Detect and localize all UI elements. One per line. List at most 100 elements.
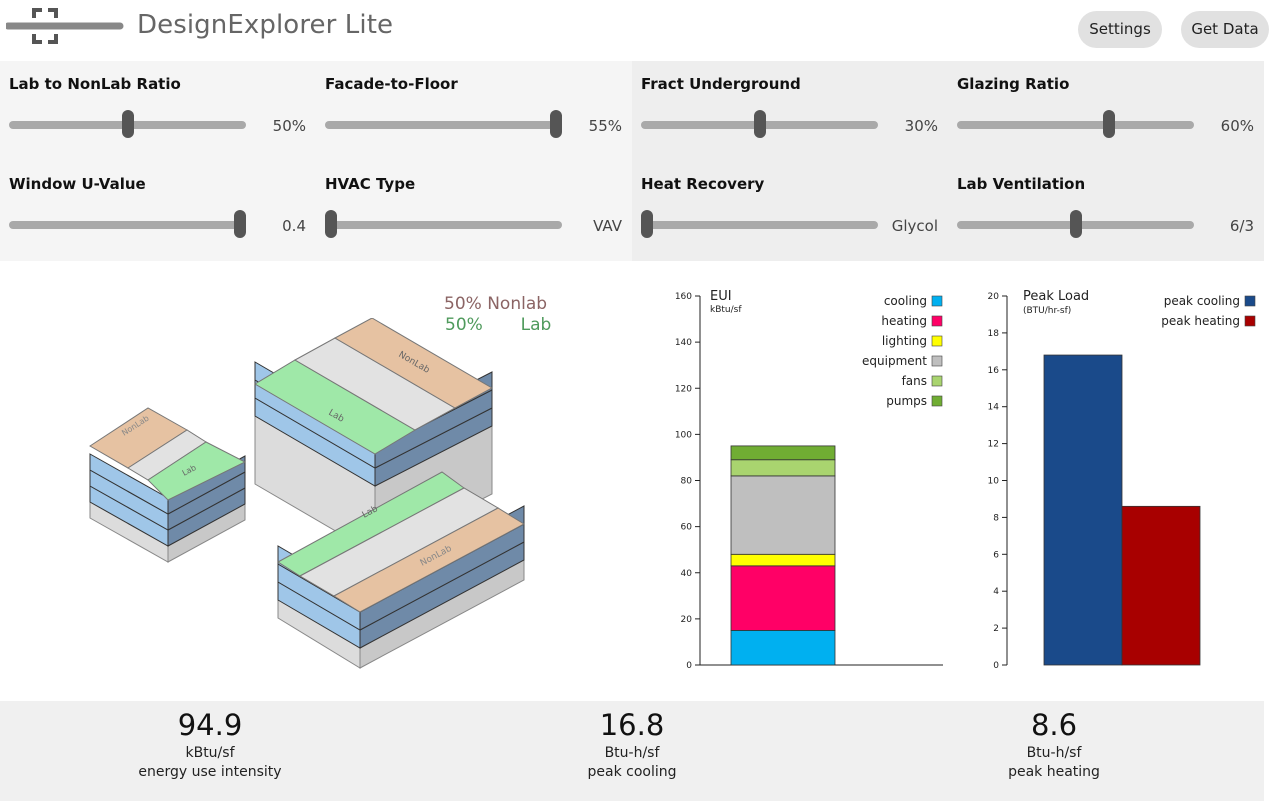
- y-tick-label: 2: [993, 624, 999, 634]
- slider-window-u-value: Window U-Value 0.4: [0, 161, 316, 261]
- slider-label: Lab to NonLab Ratio: [9, 75, 181, 93]
- slider-track[interactable]: [325, 121, 562, 129]
- slider-thumb[interactable]: [1103, 110, 1116, 138]
- slider-thumb[interactable]: [641, 210, 653, 238]
- slider-thumb[interactable]: [1069, 210, 1082, 238]
- y-tick-label: 100: [675, 430, 692, 440]
- slider-track[interactable]: [325, 221, 562, 229]
- get-data-button[interactable]: Get Data: [1181, 11, 1269, 48]
- slider-value: 6/3: [1229, 217, 1254, 235]
- legend-label: cooling: [884, 294, 927, 308]
- y-tick-label: 4: [993, 587, 999, 597]
- slider-label: Window U-Value: [9, 175, 146, 193]
- slider-thumb[interactable]: [753, 110, 766, 138]
- legend-label: lighting: [882, 334, 927, 348]
- slider-thumb[interactable]: [121, 110, 134, 138]
- slider-value: VAV: [593, 217, 622, 235]
- slider-label: Fract Underground: [641, 75, 801, 93]
- y-tick-label: 20: [988, 292, 1000, 302]
- eui-y-axis: 0 20 40 60 80 100 120 140 160: [675, 292, 943, 671]
- legend-swatch: [931, 355, 943, 367]
- bar-segment-cooling: [730, 630, 836, 666]
- legend-label: peak heating: [1161, 314, 1240, 328]
- app-logo-icon: [6, 8, 124, 44]
- legend-swatch: [931, 295, 943, 307]
- slider-track[interactable]: [641, 221, 878, 229]
- peak-y-axis: 0 2 4 6 8 10 12 14 16 18 20: [988, 292, 1008, 671]
- bar-segment-lighting: [730, 553, 836, 567]
- y-tick-label: 120: [675, 384, 692, 394]
- slider-value: 30%: [904, 117, 938, 135]
- building-small-left: NonLab Lab: [89, 407, 247, 563]
- slider-lab-ventilation: Lab Ventilation 6/3: [948, 161, 1264, 261]
- slider-label: Lab Ventilation: [957, 175, 1086, 193]
- eui-chart-subtitle: kBtu/sf: [710, 305, 742, 315]
- y-tick-label: 12: [988, 440, 999, 450]
- bar-segment-heating: [730, 565, 836, 631]
- slider-value: Glycol: [891, 217, 938, 235]
- building-large-front: Lab NonLab: [277, 471, 526, 669]
- y-tick-label: 60: [681, 523, 693, 533]
- metric-peak-cooling: 16.8 Btu-h/sf peak cooling: [482, 701, 782, 780]
- slider-thumb[interactable]: [325, 210, 337, 238]
- legend-label: equipment: [862, 354, 927, 368]
- legend-swatch: [931, 335, 943, 347]
- legend-label: peak cooling: [1164, 294, 1240, 308]
- app-header: DesignExplorer Lite Settings Get Data: [0, 0, 1276, 58]
- slider-hvac-type: HVAC Type VAV: [316, 161, 632, 261]
- metric-unit: kBtu/sf: [185, 745, 235, 761]
- y-tick-label: 80: [681, 477, 693, 487]
- metric-unit: Btu-h/sf: [604, 745, 660, 761]
- metric-value: 16.8: [599, 708, 665, 742]
- slider-thumb[interactable]: [234, 210, 246, 238]
- legend-swatch: [1244, 315, 1256, 327]
- summary-panel: 94.9 kBtu/sf energy use intensity 16.8 B…: [0, 701, 1264, 801]
- building-large-back: Lab NonLab: [254, 318, 494, 555]
- y-tick-label: 20: [681, 615, 693, 625]
- bar-peak-heating: [1121, 505, 1201, 666]
- eui-legend: cooling heating lighting equipment fans pumps: [862, 294, 943, 408]
- legend-swatch: [931, 315, 943, 327]
- peak-legend: peak cooling peak heating: [1161, 294, 1256, 328]
- slider-value: 60%: [1220, 117, 1254, 135]
- slider-fract-underground: Fract Underground 30%: [632, 61, 948, 161]
- metric-eui: 94.9 kBtu/sf energy use intensity: [60, 701, 360, 780]
- y-tick-label: 140: [675, 338, 692, 348]
- y-tick-label: 160: [675, 292, 692, 302]
- y-tick-label: 8: [993, 513, 999, 523]
- slider-label: Glazing Ratio: [957, 75, 1070, 93]
- slider-value: 0.4: [282, 217, 306, 235]
- slider-label: Facade-to-Floor: [325, 75, 458, 93]
- settings-button[interactable]: Settings: [1078, 11, 1162, 48]
- metric-value: 94.9: [177, 708, 243, 742]
- slider-lab-nonlab-ratio: Lab to NonLab Ratio 50%: [0, 61, 316, 161]
- slider-thumb[interactable]: [550, 110, 562, 138]
- y-tick-label: 18: [988, 329, 1000, 339]
- slider-label: Heat Recovery: [641, 175, 765, 193]
- slider-facade-to-floor: Facade-to-Floor 55%: [316, 61, 632, 161]
- y-tick-label: 40: [681, 569, 693, 579]
- metric-peak-heating: 8.6 Btu-h/sf peak heating: [904, 701, 1204, 780]
- metric-description: peak heating: [1008, 764, 1100, 780]
- legend-label: pumps: [886, 394, 927, 408]
- eui-stacked-bar-chart: 0 20 40 60 80 100 120 140 160 EUI kBtu/sf coolin…: [675, 289, 943, 671]
- slider-value: 55%: [588, 117, 622, 135]
- slider-track[interactable]: [9, 221, 246, 229]
- app-title: DesignExplorer Lite: [137, 10, 394, 40]
- legend-swatch: [931, 375, 943, 387]
- parameter-sliders: Lab to NonLab Ratio 50% Facade-to-Floor …: [0, 61, 1264, 261]
- eui-chart-title: EUI: [710, 289, 732, 304]
- peak-bars: [1043, 354, 1201, 666]
- peak-chart-title: Peak Load: [1023, 289, 1089, 304]
- y-tick-label: 16: [988, 366, 1000, 376]
- eui-bar-stack: [730, 445, 836, 666]
- y-tick-label: 10: [988, 477, 1000, 487]
- legend-label: heating: [881, 314, 927, 328]
- bar-segment-equipment: [730, 475, 836, 555]
- y-tick-label: 0: [993, 661, 999, 671]
- slider-track[interactable]: [957, 121, 1194, 129]
- metric-description: peak cooling: [587, 764, 677, 780]
- peak-chart-subtitle: (BTU/hr-sf): [1023, 306, 1071, 316]
- y-tick-label: 0: [686, 661, 692, 671]
